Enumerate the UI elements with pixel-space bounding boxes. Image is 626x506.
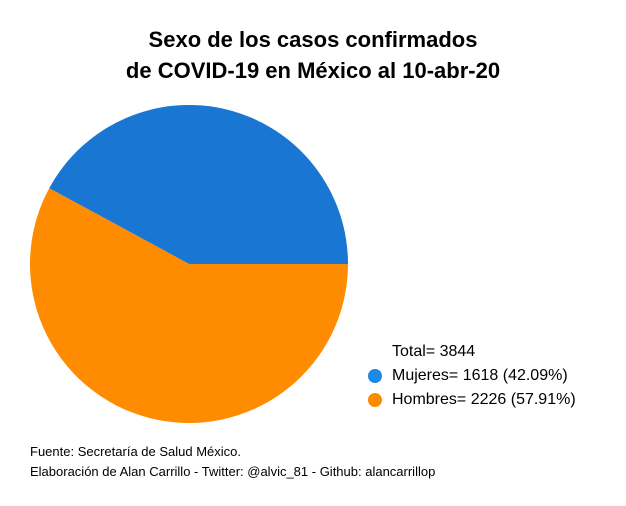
- source-note: Fuente: Secretaría de Salud México.: [30, 444, 242, 459]
- chart-title-line-1: Sexo de los casos confirmados: [148, 27, 478, 52]
- legend-label-mujeres: Mujeres= 1618 (42.09%): [392, 367, 568, 384]
- legend-label-hombres: Hombres= 2226 (57.91%): [392, 391, 576, 408]
- credit-note: Elaboración de Alan Carrillo - Twitter: …: [30, 464, 436, 479]
- legend-total: Total= 3844: [392, 343, 476, 360]
- pie-slice-hombres: [29, 188, 348, 423]
- legend-marker-mujeres: [368, 369, 382, 383]
- legend-marker-hombres: [368, 393, 382, 407]
- chart-title-line-2: de COVID-19 en México al 10-abr-20: [125, 58, 501, 83]
- pie-slice-mujeres: [49, 104, 348, 264]
